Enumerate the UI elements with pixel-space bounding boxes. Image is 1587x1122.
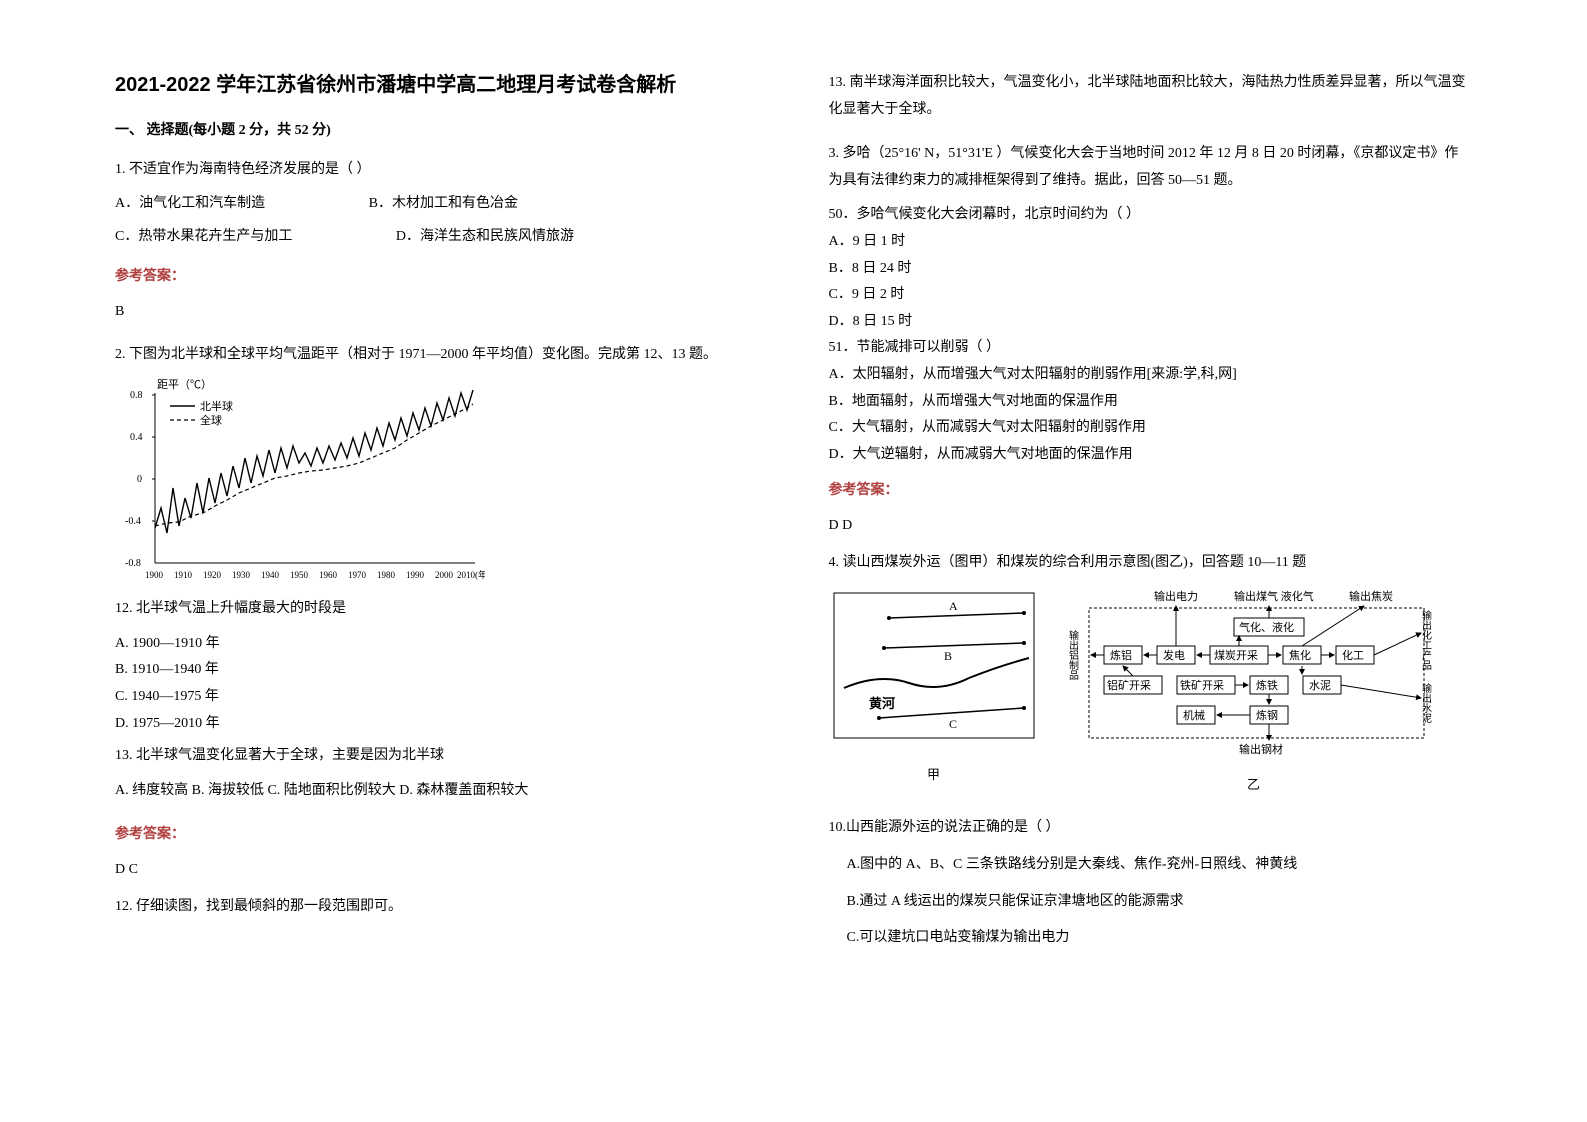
q1-answer-label: 参考答案： [115, 264, 759, 291]
yi-r4-4: 水泥 [1309, 679, 1331, 692]
q3-sub51-c: C．大气辐射，从而减弱大气对太阳辐射的削弱作用 [829, 415, 1473, 442]
q2-sub13: 13. 北半球气温变化显著大于全球，主要是因为北半球 [115, 743, 759, 770]
q1-options-row1: A．油气化工和汽车制造 B．木材加工和有色冶金 [115, 191, 759, 218]
q3-sub51-d: D．大气逆辐射，从而减弱大气对地面的保温作用 [829, 442, 1473, 469]
exam-title: 2021-2022 学年江苏省徐州市潘塘中学高二地理月考试卷含解析 [115, 70, 759, 100]
q2-sub13-opts: A. 纬度较高 B. 海拔较低 C. 陆地面积比例较大 D. 森林覆盖面积较大 [115, 778, 759, 805]
ytick-0.8: 0.8 [130, 390, 143, 401]
ytick-0: 0 [137, 474, 142, 485]
q3-sub51: 51．节能减排可以削弱（ ） [829, 335, 1473, 362]
river-label: 黄河 [869, 696, 895, 711]
xtick-1940: 1940 [261, 570, 280, 580]
yi-row2-1: 气化、液化 [1239, 620, 1294, 634]
q3-sub50: 50．多哈气候变化大会闭幕时，北京时间约为（ ） [829, 202, 1473, 229]
caption-jia: 甲 [829, 763, 1039, 788]
ytick-m0.8: -0.8 [125, 558, 141, 569]
q3-sub50-d: D．8 日 15 时 [829, 309, 1473, 336]
q2-sub12-c: C. 1940—1975 年 [115, 684, 759, 711]
yi-r3-3: 煤炭开采 [1214, 649, 1258, 662]
chart-ylabel: 距平（℃） [157, 378, 212, 391]
q1-answer: B [115, 299, 759, 326]
xtick-2010: 2010(年) [457, 569, 485, 580]
rail-a-label: A [949, 599, 958, 613]
yi-left-vert: 输出铝制品 [1069, 629, 1079, 681]
yi-right-vert1: 输出化工产品 [1419, 609, 1431, 671]
xtick-1990: 1990 [406, 570, 425, 580]
ytick-0.4: 0.4 [130, 432, 143, 443]
river-line [844, 658, 1029, 688]
q2-intro: 2. 下图为北半球和全球平均气温距平（相对于 1971—2000 年平均值）变化… [115, 342, 759, 369]
legend-global: 全球 [200, 413, 222, 427]
q2-sub12: 12. 北半球气温上升幅度最大的时段是 [115, 596, 759, 623]
xtick-2000: 2000 [435, 570, 454, 580]
xtick-1950: 1950 [290, 570, 309, 580]
yi-r3-1: 炼铝 [1110, 648, 1132, 662]
q4-sub10-b: B.通过 A 线运出的煤炭只能保证京津塘地区的能源需求 [847, 889, 1473, 916]
q4-sub10-a: A.图中的 A、B、C 三条铁路线分别是大秦线、焦作-兖州-日照线、神黄线 [847, 852, 1473, 879]
q4-intro: 4. 读山西煤炭外运（图甲）和煤炭的综合利用示意图(图乙)，回答题 10—11 … [829, 550, 1473, 577]
xtick-1930: 1930 [232, 570, 251, 580]
q3-answer-label: 参考答案： [829, 478, 1473, 505]
section-heading: 一、 选择题(每小题 2 分，共 52 分) [115, 118, 759, 145]
q3-answer: D D [829, 513, 1473, 540]
q3-sub51-b: B．地面辐射，从而增强大气对地面的保温作用 [829, 389, 1473, 416]
q2-answer: D C [115, 857, 759, 884]
q3-sub50-b: B．8 日 24 时 [829, 256, 1473, 283]
q2-expl12: 12. 仔细读图，找到最倾斜的那一段范围即可。 [115, 894, 759, 921]
q1-options-row2: C．热带水果花卉生产与加工 D．海洋生态和民族风情旅游 [115, 224, 759, 251]
xtick-1900: 1900 [145, 570, 164, 580]
q3-sub50-a: A．9 日 1 时 [829, 229, 1473, 256]
yi-r5-1: 机械 [1183, 708, 1205, 722]
diagram-yi-svg: 输出电力 输出煤气 液化气 输出焦炭 气化、液化 炼铝 发电 煤炭开采 焦化 化… [1069, 588, 1439, 758]
q2-sub12-a: A. 1900—1910 年 [115, 631, 759, 658]
diagram-row: 黄河 A B C 甲 输出电力 输出煤气 液化 [829, 588, 1473, 797]
xtick-1980: 1980 [377, 570, 396, 580]
q3-intro: 3. 多哈（25°16' N，51°31'E ）气候变化大会于当地时间 2012… [829, 141, 1473, 194]
q3-sub50-c: C．9 日 2 时 [829, 282, 1473, 309]
q3-sub51-a: A．太阳辐射，从而增强大气对太阳辐射的削弱作用[来源:学,科,网] [829, 362, 1473, 389]
yi-r4-1: 铝矿开采 [1107, 678, 1151, 692]
legend-north: 北半球 [200, 399, 233, 413]
yi-top2: 输出煤气 液化气 [1234, 589, 1314, 603]
q1-text: 1. 不适宜作为海南特色经济发展的是（ ） [115, 157, 759, 184]
q1-opt-a: A．油气化工和汽车制造 [115, 191, 265, 218]
xtick-1970: 1970 [348, 570, 367, 580]
yi-top3: 输出焦炭 [1349, 589, 1393, 603]
yi-bottom: 输出钢材 [1239, 742, 1283, 756]
q1-opt-b: B．木材加工和有色冶金 [369, 196, 518, 211]
yi-r5-2: 炼钢 [1256, 708, 1278, 722]
yi-r3-2: 发电 [1163, 648, 1185, 662]
q4-sub10: 10.山西能源外运的说法正确的是（ ） [829, 815, 1473, 842]
xtick-1960: 1960 [319, 570, 338, 580]
diagram-jia: 黄河 A B C 甲 [829, 588, 1039, 787]
q2-sub12-b: B. 1910—1940 年 [115, 657, 759, 684]
q4-sub10-c: C.可以建坑口电站变输煤为输出电力 [847, 925, 1473, 952]
rail-c-label: C [949, 717, 957, 731]
chart-svg: 距平（℃） 0.8 0.4 0 -0.4 -0.8 北半球 全球 1900 19… [115, 378, 485, 588]
xtick-1920: 1920 [203, 570, 222, 580]
yi-r3-5: 化工 [1342, 648, 1364, 662]
yi-r4-3: 炼铁 [1256, 678, 1278, 692]
rail-b-label: B [944, 649, 952, 663]
q2-answer-label: 参考答案： [115, 822, 759, 849]
ytick-m0.4: -0.4 [125, 516, 141, 527]
rail-b [884, 643, 1024, 648]
diagram-jia-svg: 黄河 A B C [829, 588, 1039, 748]
xtick-1910: 1910 [174, 570, 193, 580]
right-column: 13. 南半球海洋面积比较大，气温变化小，北半球陆地面积比较大，海陆热力性质差异… [794, 70, 1493, 1082]
yi-right-vert2: 输出水泥 [1419, 682, 1431, 724]
diagram-yi: 输出电力 输出煤气 液化气 输出焦炭 气化、液化 炼铝 发电 煤炭开采 焦化 化… [1069, 588, 1439, 797]
left-column: 2021-2022 学年江苏省徐州市潘塘中学高二地理月考试卷含解析 一、 选择题… [95, 70, 794, 1082]
q1-opt-c: C．热带水果花卉生产与加工 [115, 224, 292, 251]
caption-yi: 乙 [1069, 773, 1439, 798]
temperature-chart: 距平（℃） 0.8 0.4 0 -0.4 -0.8 北半球 全球 1900 19… [115, 378, 485, 588]
q2-sub12-d: D. 1975—2010 年 [115, 711, 759, 738]
rail-a [889, 613, 1024, 618]
yi-r4-2: 铁矿开采 [1180, 679, 1224, 692]
q2-expl13: 13. 南半球海洋面积比较大，气温变化小，北半球陆地面积比较大，海陆热力性质差异… [829, 70, 1473, 123]
yi-top1: 输出电力 [1154, 589, 1198, 603]
yi-r3-4: 焦化 [1289, 648, 1311, 662]
q1-opt-d: D．海洋生态和民族风情旅游 [396, 229, 574, 244]
